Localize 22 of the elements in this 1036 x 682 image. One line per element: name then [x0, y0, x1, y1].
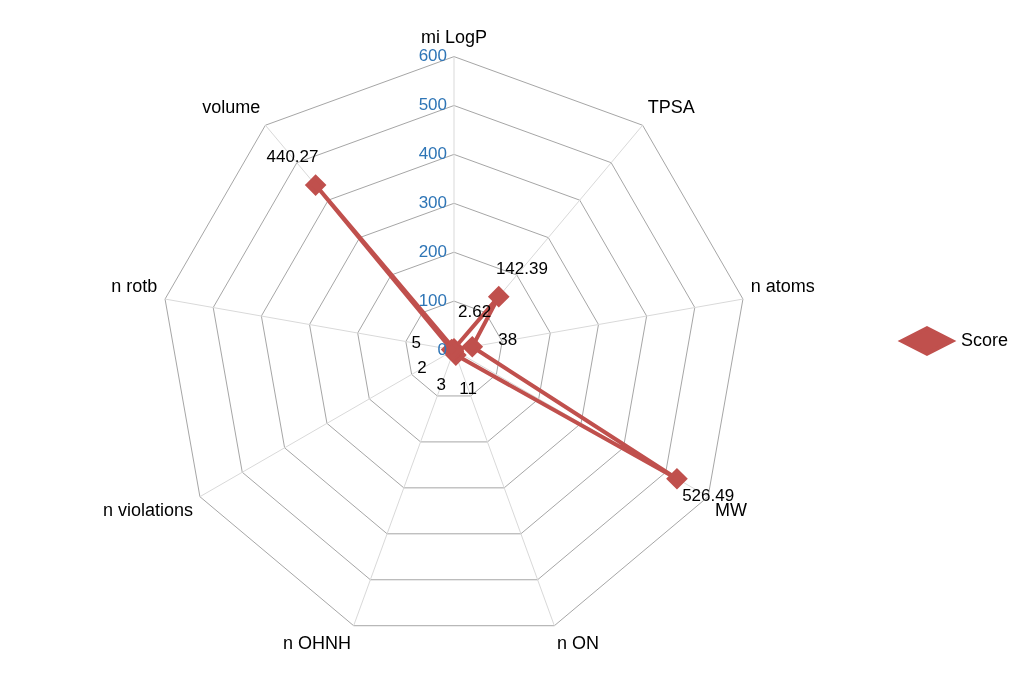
y-tick-label: 500 — [418, 95, 447, 115]
data-label: 142.39 — [495, 258, 548, 278]
data-label: 3 — [436, 374, 446, 394]
data-label: 2 — [417, 358, 427, 378]
y-tick-label: 400 — [418, 144, 447, 164]
data-label: 38 — [498, 330, 518, 350]
spoke-label: mi LogP — [420, 26, 488, 47]
y-tick-label: 100 — [418, 290, 447, 310]
legend-label: Score — [960, 329, 1009, 350]
spoke-label: n ON — [557, 632, 600, 653]
spoke-label: n atoms — [750, 275, 815, 296]
data-label: 11 — [459, 378, 477, 398]
spoke-label: n OHNH — [282, 632, 351, 653]
spoke-label: n violations — [102, 500, 193, 521]
y-tick-label: 200 — [418, 241, 447, 261]
y-tick-label: 600 — [418, 46, 447, 66]
spoke-label: volume — [202, 97, 261, 118]
y-tick-label: 300 — [418, 192, 447, 212]
spoke-label: n rotb — [111, 275, 158, 296]
data-label: 440.27 — [266, 147, 319, 167]
spoke-label: TPSA — [647, 97, 695, 118]
data-label: 5 — [411, 333, 421, 353]
